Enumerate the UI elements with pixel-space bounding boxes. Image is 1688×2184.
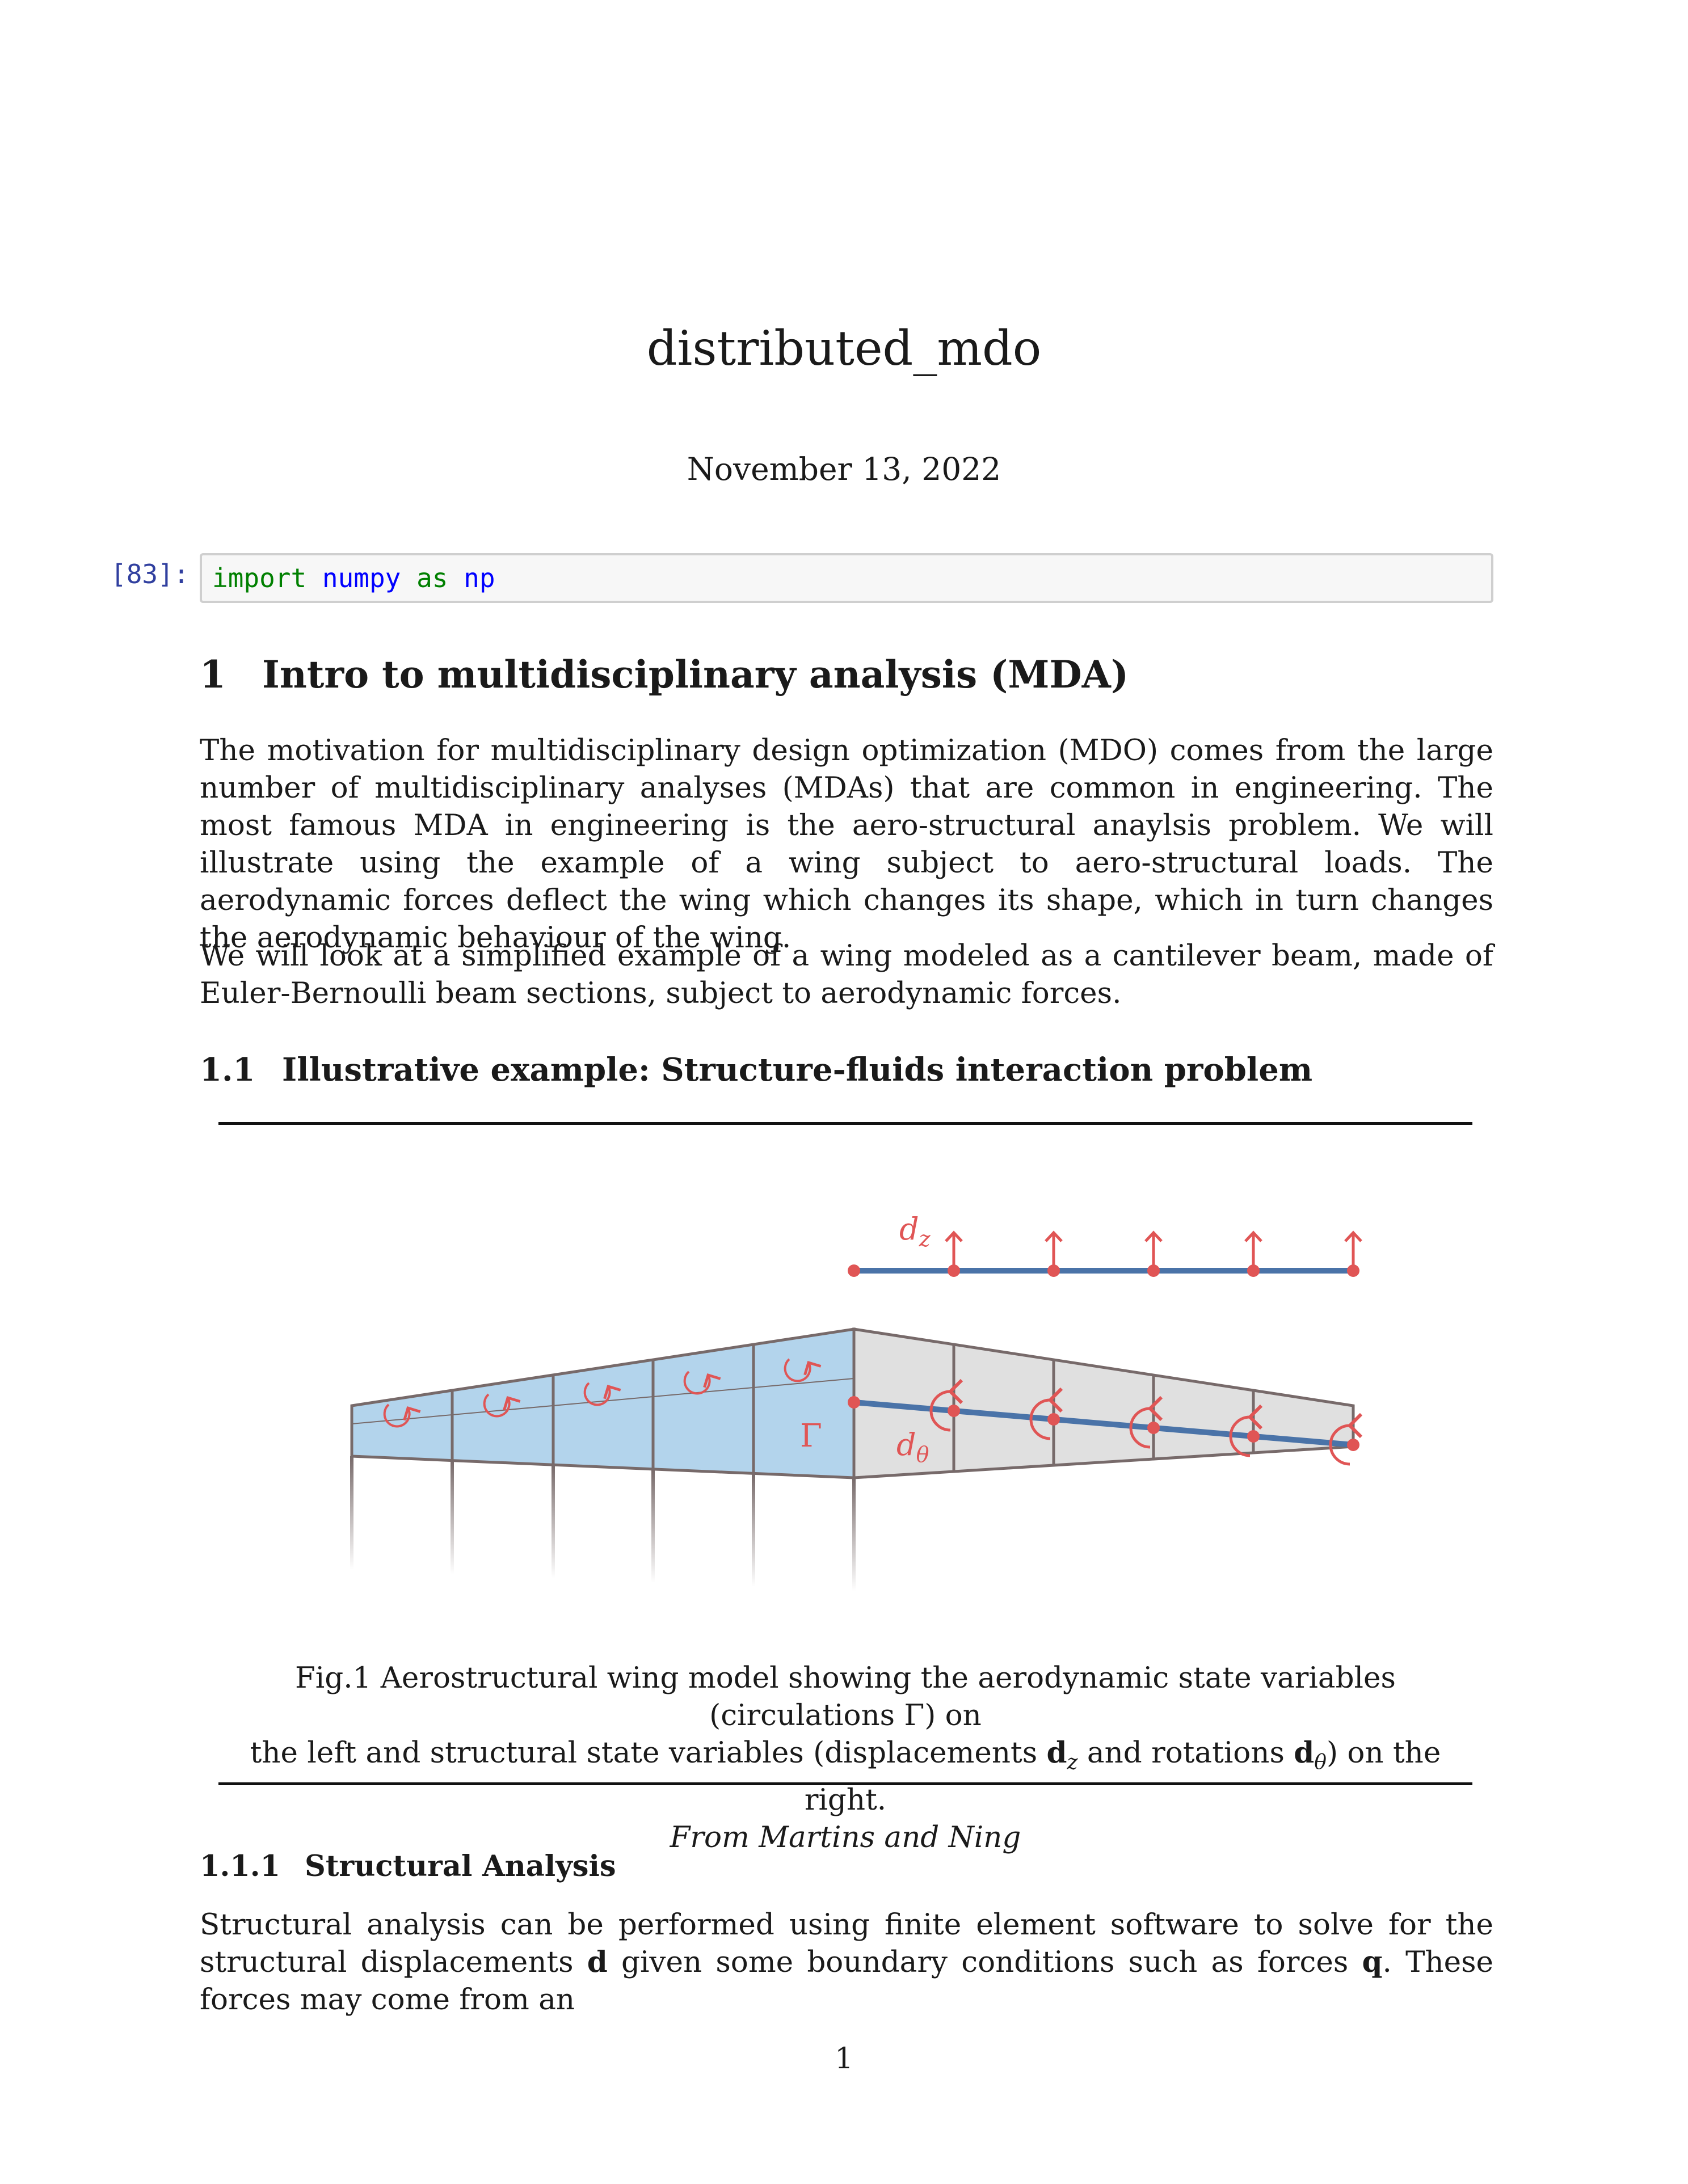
aero-quarter-chord-line xyxy=(351,1378,854,1424)
caption-source: From Martins and Ning xyxy=(670,1820,1021,1855)
paragraph-text: Structural analysis can be performed usi… xyxy=(200,1908,1493,1979)
wake-line xyxy=(752,1473,755,1587)
rotation-beam: dθ xyxy=(848,1378,1363,1467)
wake-line xyxy=(350,1456,353,1570)
section-heading-1: 1 Intro to multidisciplinary analysis (MD… xyxy=(200,652,1129,697)
section-heading-1-1-1: 1.1.1 Structural Analysis xyxy=(200,1849,616,1883)
rotation-arrow-icon xyxy=(1229,1404,1263,1457)
caption-symbol-dz-subscript: z xyxy=(1067,1751,1078,1774)
caption-symbol-dz: d xyxy=(1046,1736,1067,1770)
circulation-arrow-icon xyxy=(784,1358,822,1382)
up-arrow-icon xyxy=(1344,1230,1362,1265)
circulation-arrow-icon xyxy=(483,1393,521,1418)
caption-text: and rotations xyxy=(1077,1736,1294,1770)
intro-paragraph-2: We will look at a simplified example of … xyxy=(200,939,1493,1010)
dz-node xyxy=(1047,1264,1060,1277)
figure-bottom-rule xyxy=(218,1782,1472,1785)
dz-node xyxy=(948,1264,960,1277)
section-number: 1.1.1 xyxy=(200,1849,280,1883)
circulation-arrow-icon xyxy=(683,1371,721,1395)
up-arrow-icon xyxy=(945,1230,963,1265)
displacement-beam: dz xyxy=(848,1211,1362,1277)
dtheta-node xyxy=(1147,1422,1160,1434)
dtheta-node xyxy=(1347,1439,1359,1451)
section-number: 1 xyxy=(200,652,226,697)
wake-line xyxy=(451,1461,454,1574)
dz-node xyxy=(1247,1264,1260,1277)
dz-node xyxy=(848,1264,860,1277)
dz-node xyxy=(1147,1264,1160,1277)
code-keyword-as: as xyxy=(416,563,448,593)
dz-arrows xyxy=(945,1230,1362,1265)
wake-line xyxy=(552,1465,555,1578)
circulation-symbols: Γ xyxy=(383,1358,822,1454)
dtheta-beam-line xyxy=(853,1399,1354,1448)
dtheta-node xyxy=(848,1396,860,1409)
section-title: Structural Analysis xyxy=(305,1849,616,1883)
caption-symbol-dtheta: d xyxy=(1294,1736,1315,1770)
rotation-arrow-icon xyxy=(1129,1395,1163,1449)
dz-label-main: d xyxy=(899,1211,919,1247)
dz-label-subscript: z xyxy=(919,1226,931,1251)
wake-line xyxy=(852,1478,856,1591)
circulation-arrow-icon xyxy=(583,1382,621,1406)
section-number: 1.1 xyxy=(200,1051,255,1089)
page-number: 1 xyxy=(835,2042,853,2076)
code-cell[interactable]: import numpy as np xyxy=(200,553,1493,603)
dtheta-label-subscript: θ xyxy=(916,1442,929,1467)
wake-line xyxy=(651,1469,655,1583)
up-arrow-icon xyxy=(1144,1230,1163,1265)
rotation-arrow-icon xyxy=(1329,1413,1363,1466)
figure-caption: Fig.1 Aerostructural wing model showing … xyxy=(218,1659,1472,1856)
caption-symbol-dtheta-subscript: θ xyxy=(1314,1751,1327,1774)
document-date: November 13, 2022 xyxy=(687,451,1001,487)
aerostructural-wing-figure: Γ dz dθ xyxy=(350,1211,1363,1591)
dtheta-node xyxy=(1247,1430,1260,1443)
caption-line-1: Fig.1 Aerostructural wing model showing … xyxy=(295,1661,1396,1732)
wake-lines xyxy=(350,1456,856,1591)
rotation-arrow-icon xyxy=(1029,1387,1063,1440)
section-title: Illustrative example: Structure-fluids i… xyxy=(282,1051,1313,1089)
up-arrow-icon xyxy=(1244,1230,1262,1265)
code-module-name: numpy xyxy=(322,563,401,593)
paragraph-text: . These forces may come from an xyxy=(200,1945,1493,2017)
rotation-arrow-icon xyxy=(929,1378,963,1432)
paragraph-text: given some boundary conditions such as f… xyxy=(607,1945,1362,1979)
intro-paragraph-1: The motivation for multidisciplinary des… xyxy=(200,733,1493,955)
section-heading-1-1: 1.1 Illustrative example: Structure-fluid… xyxy=(200,1051,1312,1089)
dtheta-node xyxy=(948,1405,960,1417)
section-title: Intro to multidisciplinary analysis (MDA… xyxy=(262,652,1129,697)
up-arrow-icon xyxy=(1045,1230,1063,1265)
code-keyword-import: import xyxy=(212,563,307,593)
figure-top-rule xyxy=(218,1122,1472,1125)
structural-analysis-paragraph: Structural analysis can be performed usi… xyxy=(200,1906,1493,2018)
dz-label: dz xyxy=(899,1211,931,1251)
caption-text: the left and structural state variables … xyxy=(250,1736,1047,1770)
dtheta-label: dθ xyxy=(896,1427,929,1467)
gamma-label: Γ xyxy=(800,1418,822,1454)
document-title: distributed_mdo xyxy=(646,321,1042,376)
symbol-d: d xyxy=(587,1945,608,1979)
code-alias: np xyxy=(464,563,495,593)
caption-line-2: the left and structural state variables … xyxy=(218,1734,1472,1819)
circulation-arrow-icon xyxy=(383,1403,421,1428)
dz-node xyxy=(1347,1264,1359,1277)
dtheta-label-main: d xyxy=(896,1427,916,1462)
caption-text: ) on the right. xyxy=(804,1736,1441,1818)
cell-prompt: [83]: xyxy=(111,559,190,589)
symbol-q: q xyxy=(1362,1945,1383,1979)
dtheta-node xyxy=(1047,1413,1060,1426)
